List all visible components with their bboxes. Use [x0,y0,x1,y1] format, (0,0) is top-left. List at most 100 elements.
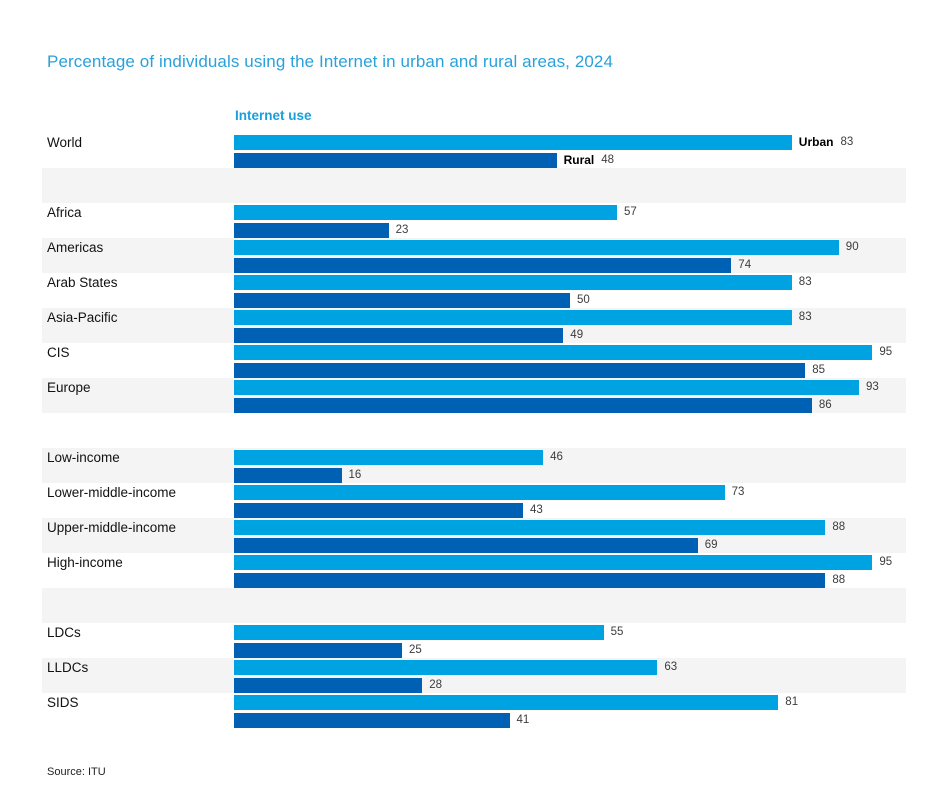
urban-bar [234,135,792,150]
urban-bar-line: 93 [234,380,906,395]
urban-bar-line: 55 [234,625,906,640]
row-label: LLDCs [47,660,89,675]
chart-row-europe: Europe 93 86 [42,378,906,413]
urban-bar-line: Urban 83 [234,135,906,150]
row-label: Arab States [47,275,118,290]
chart-row-high-income: High-income 95 88 [42,553,906,588]
bars-group: 95 88 [234,555,906,588]
urban-bar [234,625,604,640]
bars-group: 83 50 [234,275,906,308]
row-label: Low-income [47,450,120,465]
rural-value: 49 [570,329,584,341]
row-label: Americas [47,240,104,255]
row-label: World [47,135,83,150]
urban-value: 90 [845,241,859,253]
rural-bar-line: 49 [234,328,906,343]
row-label: High-income [47,555,123,570]
row-label: Upper-middle-income [47,520,177,535]
urban-bar [234,520,826,535]
rural-bar [234,678,423,693]
rural-value: 43 [530,504,543,516]
row-label: Lower-middle-income [47,485,177,500]
urban-bar [234,660,658,675]
urban-bar-line: 90 [234,240,906,255]
rural-bar-line: 50 [234,293,906,308]
rural-bar-line: Rural 48 [234,153,906,168]
rural-bar [234,643,402,658]
urban-bar-line: 57 [234,205,906,220]
bars-group: 93 86 [234,380,906,413]
rural-bar-line: 16 [234,468,906,483]
rural-value: 50 [577,294,590,306]
chart-row-sids: SIDS 81 41 [42,693,906,728]
urban-bar-line: 63 [234,660,906,675]
rural-bar [234,573,826,588]
rural-value: 88 [832,574,846,586]
rural-value: 28 [429,679,442,691]
urban-value: 63 [664,661,678,673]
row-label: SIDS [47,695,79,710]
rural-value: 16 [348,469,362,481]
rural-bar-line: 28 [234,678,906,693]
rural-bar-line: 69 [234,538,906,553]
bars-group: 95 85 [234,345,906,378]
rural-value: 85 [812,364,825,376]
rural-bar [234,713,510,728]
rural-bar-line: 23 [234,223,906,238]
urban-bar [234,345,873,360]
rural-value: 41 [516,714,530,726]
urban-bar-line: 83 [234,275,906,290]
urban-bar-line: 83 [234,310,906,325]
rural-value: 86 [818,399,832,411]
rural-bar-line: 41 [234,713,906,728]
row-label: Africa [47,205,82,220]
spacer-row [42,413,906,448]
urban-value: 73 [731,486,745,498]
urban-bar [234,240,839,255]
bars-group: 90 74 [234,240,906,273]
bars-group: 83 49 [234,310,906,343]
rural-bar [234,223,389,238]
chart-row-low-income: Low-income 46 16 [42,448,906,483]
rural-bar-line: 74 [234,258,906,273]
urban-value: 88 [832,521,846,533]
chart-row-arab-states: Arab States 83 50 [42,273,906,308]
urban-value: 81 [785,696,799,708]
chart-row-upper-middle-income: Upper-middle-income 88 69 [42,518,906,553]
rural-bar [234,328,564,343]
series-label-rural: Rural [563,153,595,167]
urban-bar-line: 95 [234,555,906,570]
chart-row-ldcs: LDCs 55 25 [42,623,906,658]
urban-value: 55 [610,626,624,638]
row-label: Europe [47,380,91,395]
chart-row-lldcs: LLDCs 63 28 [42,658,906,693]
urban-value: 83 [798,311,812,323]
rural-bar [234,293,570,308]
urban-value: 46 [550,451,563,463]
rural-bar-line: 25 [234,643,906,658]
bars-group: 63 28 [234,660,906,693]
chart-row-africa: Africa 57 23 [42,203,906,238]
urban-bar-line: 95 [234,345,906,360]
rural-bar [234,153,557,168]
urban-bar-line: 88 [234,520,906,535]
rural-value: 74 [738,259,752,271]
chart-row-lower-middle-income: Lower-middle-income 73 43 [42,483,906,518]
bars-group: 46 16 [234,450,906,483]
urban-value: 95 [879,346,893,358]
rural-value: 25 [409,644,422,656]
spacer-row [42,168,906,203]
bars-group: 57 23 [234,205,906,238]
row-label: CIS [47,345,70,360]
rural-bar [234,363,806,378]
urban-value: 57 [624,206,637,218]
urban-bar [234,205,617,220]
rural-bar [234,258,732,273]
row-label: LDCs [47,625,81,640]
row-label: Asia-Pacific [47,310,118,325]
urban-bar [234,310,792,325]
rural-bar-line: 85 [234,363,906,378]
rural-bar [234,398,812,413]
urban-value: 83 [798,276,812,288]
